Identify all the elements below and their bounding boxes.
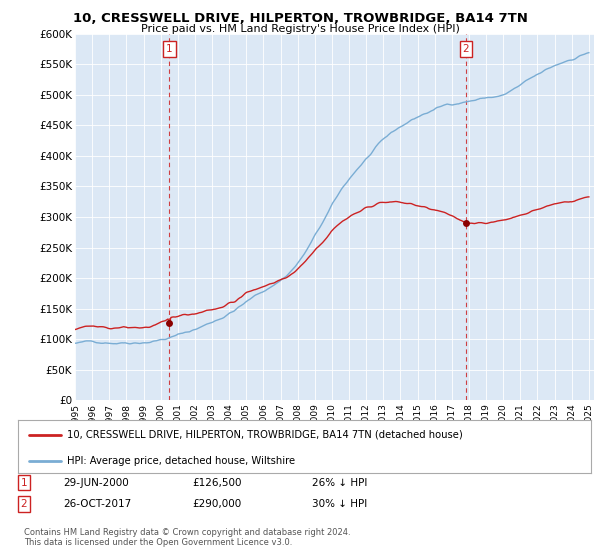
Text: Contains HM Land Registry data © Crown copyright and database right 2024.
This d: Contains HM Land Registry data © Crown c…: [24, 528, 350, 547]
Text: 10, CRESSWELL DRIVE, HILPERTON, TROWBRIDGE, BA14 7TN: 10, CRESSWELL DRIVE, HILPERTON, TROWBRID…: [73, 12, 527, 25]
Text: HPI: Average price, detached house, Wiltshire: HPI: Average price, detached house, Wilt…: [67, 456, 295, 466]
Text: £126,500: £126,500: [192, 478, 241, 488]
Text: 1: 1: [166, 44, 173, 54]
Text: 2: 2: [463, 44, 469, 54]
Text: 30% ↓ HPI: 30% ↓ HPI: [312, 499, 367, 509]
Text: 2: 2: [20, 499, 28, 509]
Text: Price paid vs. HM Land Registry's House Price Index (HPI): Price paid vs. HM Land Registry's House …: [140, 24, 460, 34]
Text: 26% ↓ HPI: 26% ↓ HPI: [312, 478, 367, 488]
Text: 26-OCT-2017: 26-OCT-2017: [63, 499, 131, 509]
Text: 29-JUN-2000: 29-JUN-2000: [63, 478, 129, 488]
Text: 1: 1: [20, 478, 28, 488]
Text: 10, CRESSWELL DRIVE, HILPERTON, TROWBRIDGE, BA14 7TN (detached house): 10, CRESSWELL DRIVE, HILPERTON, TROWBRID…: [67, 430, 463, 440]
Text: £290,000: £290,000: [192, 499, 241, 509]
